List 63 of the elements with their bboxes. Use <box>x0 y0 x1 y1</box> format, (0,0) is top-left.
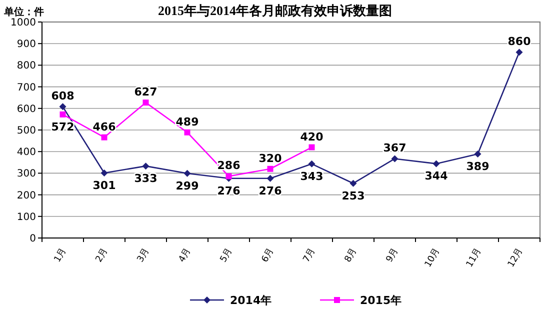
point <box>184 129 190 136</box>
data-label: 276 <box>217 184 241 198</box>
x-tick-label: 2月 <box>94 246 110 264</box>
legend-label: 2014年 <box>230 294 272 307</box>
point <box>184 170 191 177</box>
point <box>142 162 150 170</box>
point <box>474 150 482 158</box>
x-tick-label: 1月 <box>52 246 69 264</box>
y-tick-label: 0 <box>30 234 36 244</box>
x-tick-label: 12月 <box>506 246 526 270</box>
y-tick-label: 200 <box>16 190 36 202</box>
y-tick-label: 600 <box>16 104 36 115</box>
point <box>101 134 108 140</box>
x-tick-label: 8月 <box>343 246 360 264</box>
y-tick-label: 700 <box>16 82 36 94</box>
chart-title: 2015年与2014年各月邮政有效申诉数量图 <box>158 3 392 18</box>
point <box>516 48 523 56</box>
data-label: 572 <box>51 120 74 134</box>
x-tick-label: 4月 <box>177 246 194 264</box>
data-label: 489 <box>176 115 199 128</box>
point <box>432 160 440 168</box>
data-label: 466 <box>92 120 116 134</box>
y-tick-label: 400 <box>16 147 36 158</box>
data-label: 301 <box>92 178 116 192</box>
point <box>350 180 357 187</box>
point <box>142 100 149 106</box>
data-label: 389 <box>466 160 490 173</box>
y-tick-label: 800 <box>16 60 36 72</box>
data-label: 608 <box>51 90 74 103</box>
x-tick-label: 9月 <box>384 246 401 264</box>
point <box>308 160 316 168</box>
y-tick-label: 900 <box>16 39 36 50</box>
data-label: 344 <box>424 170 448 183</box>
x-tick-label: 6月 <box>260 246 276 264</box>
y-tick-label: 300 <box>16 168 36 180</box>
point <box>100 169 108 176</box>
data-label: 343 <box>300 170 324 183</box>
data-label: 420 <box>300 130 324 144</box>
data-label: 367 <box>383 142 406 155</box>
point <box>266 174 274 182</box>
x-tick-label: 5月 <box>218 246 235 264</box>
legend-label: 2015年 <box>360 294 402 307</box>
point <box>59 103 66 110</box>
data-label: 860 <box>508 35 532 48</box>
data-label: 253 <box>342 189 365 202</box>
data-label: 299 <box>176 179 199 192</box>
data-label: 333 <box>134 172 158 186</box>
x-tick-label: 10月 <box>423 246 442 270</box>
point <box>60 111 66 118</box>
point <box>308 144 315 150</box>
y-tick-label: 100 <box>16 212 36 223</box>
point <box>226 173 232 180</box>
y-tick-label: 1000 <box>10 18 36 28</box>
point <box>391 155 398 162</box>
x-tick-label: 11月 <box>464 246 484 270</box>
x-tick-label: 3月 <box>136 246 152 264</box>
data-label: 276 <box>258 184 282 198</box>
data-label: 627 <box>134 86 158 99</box>
y-axis-title: 单位：件 <box>3 6 44 18</box>
y-tick-label: 500 <box>16 126 36 136</box>
data-label: 320 <box>258 152 282 165</box>
point <box>267 166 274 172</box>
x-tick-label: 7月 <box>302 246 318 264</box>
